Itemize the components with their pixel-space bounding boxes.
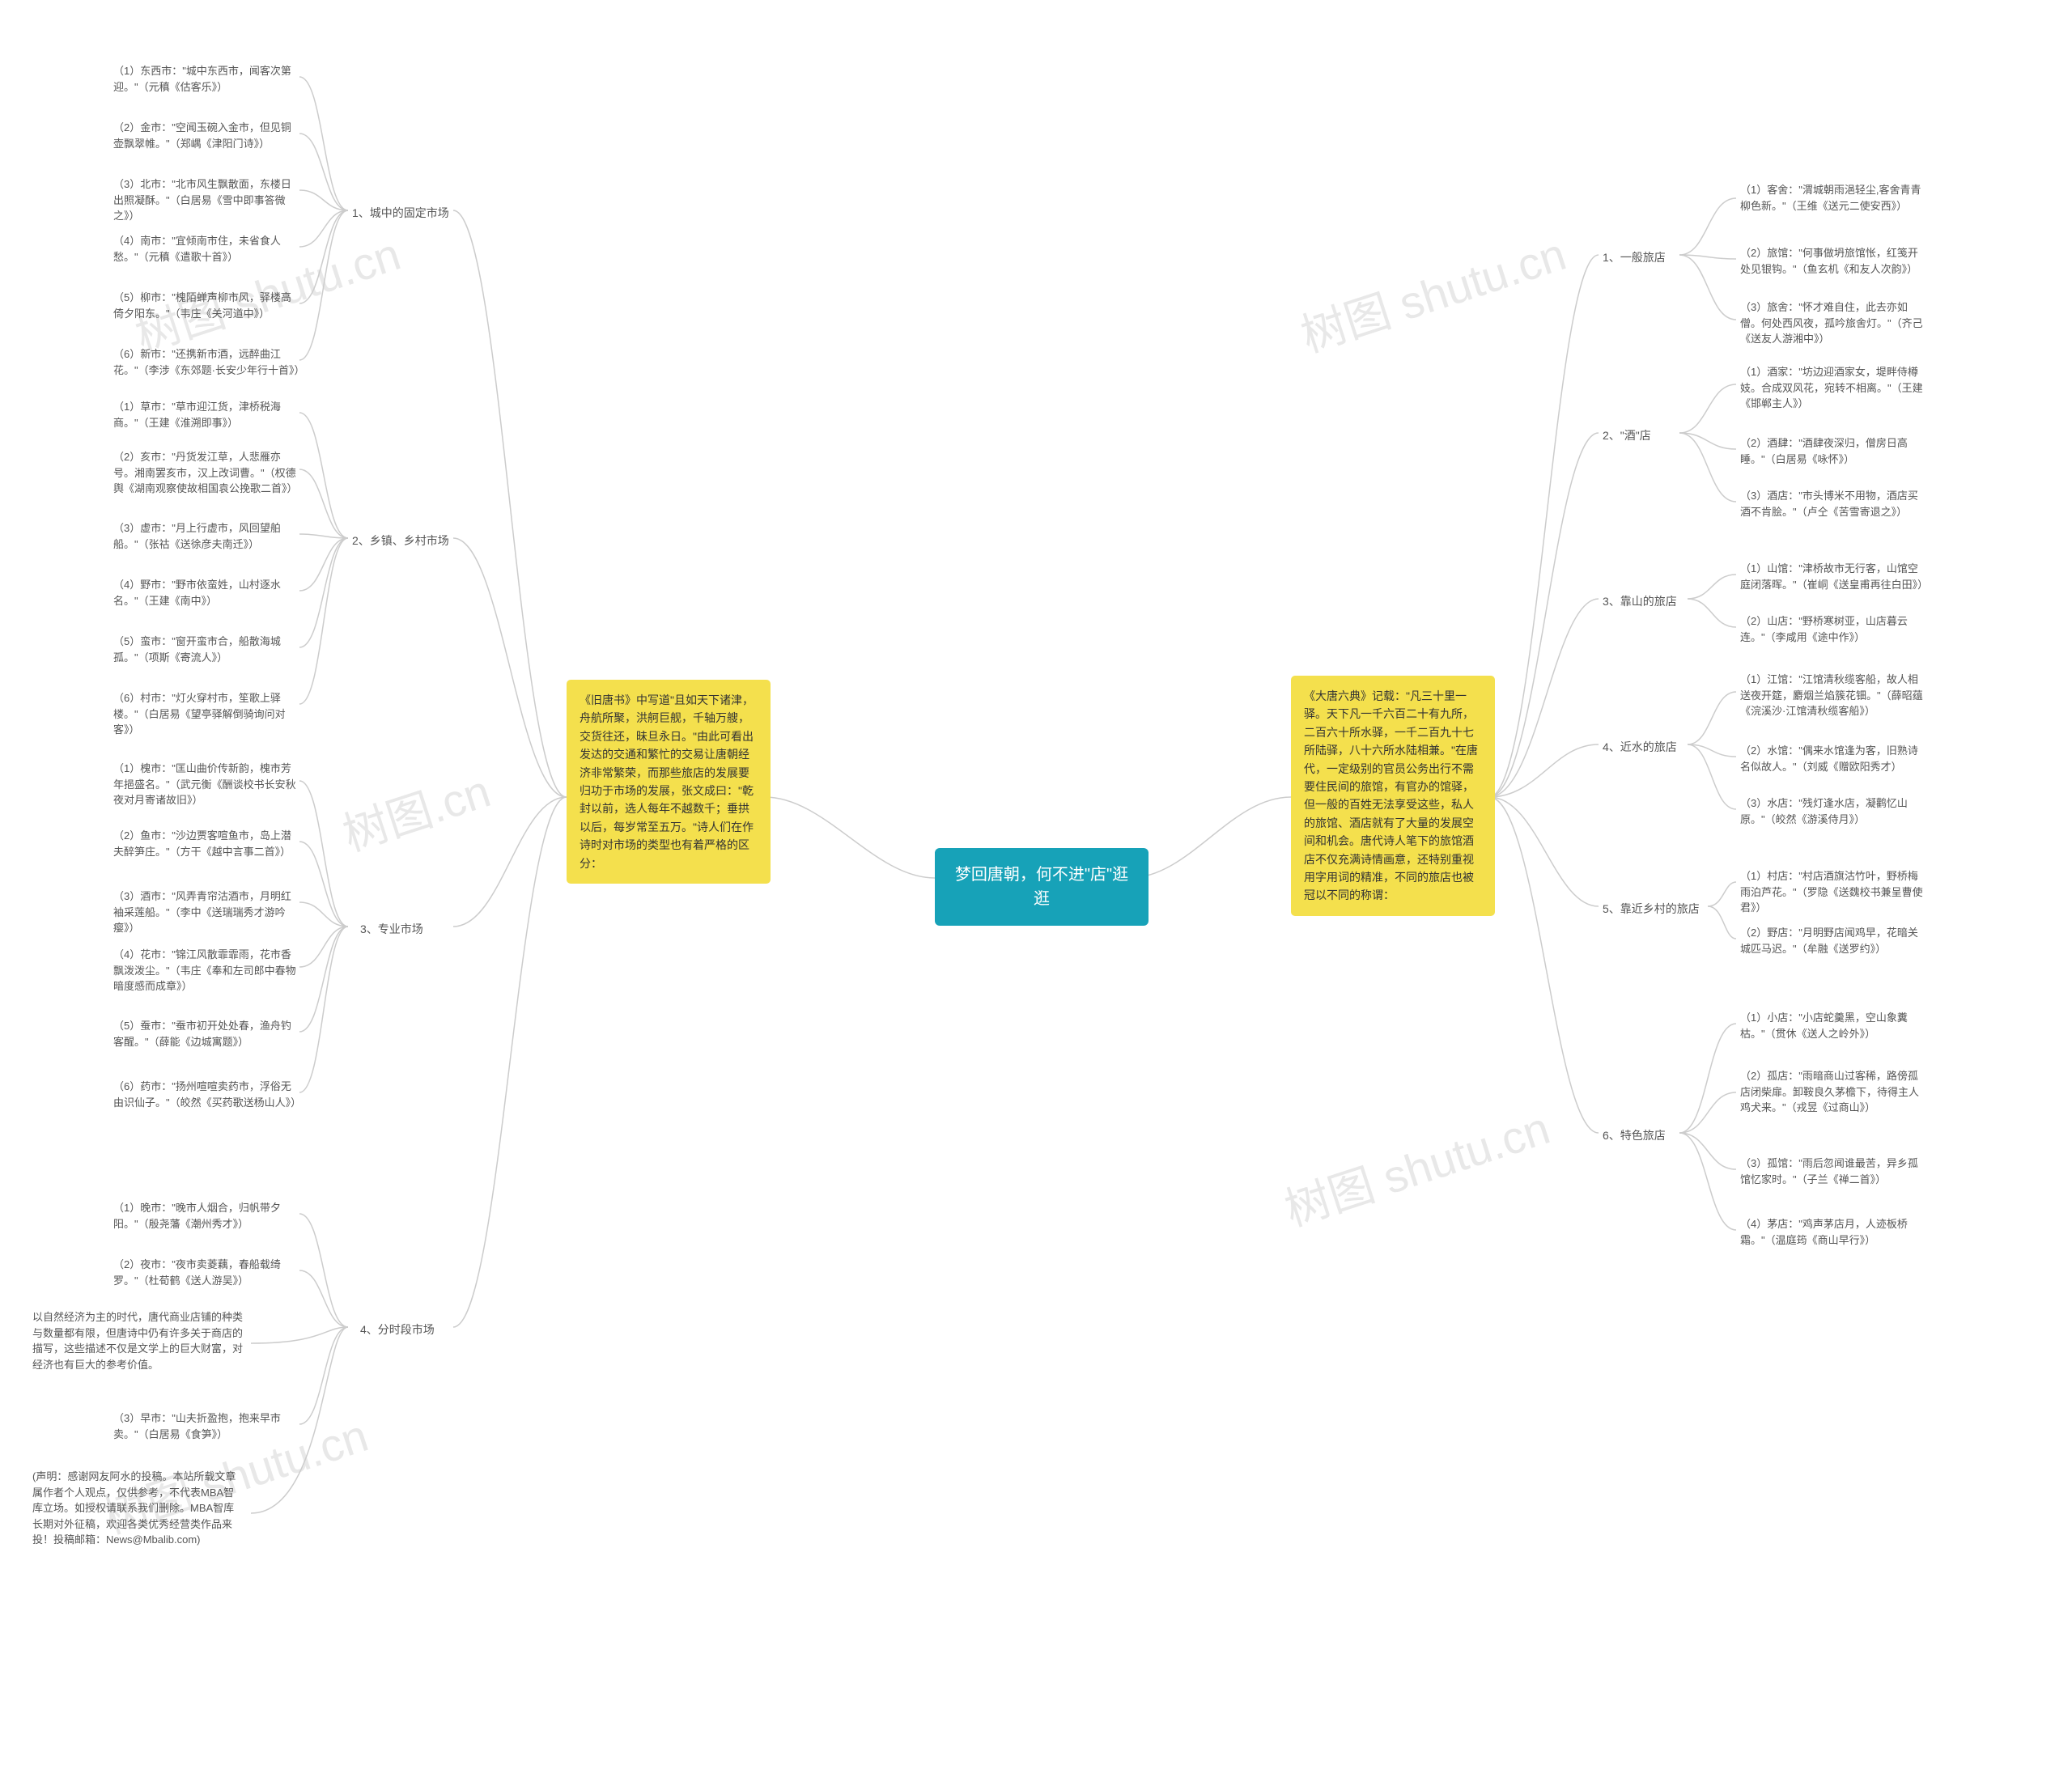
leaf-node: （2）金市："空闻玉碗入金市，但见铜壶飘翠帷。"（郑嵎《津阳门诗》） <box>113 120 299 151</box>
leaf-node: （3）孤馆："雨后忽闻谁最苦，异乡孤馆忆家时。"（子兰《禅二首》） <box>1740 1156 1926 1187</box>
leaf-node: （4）野市："野市依蛮姓，山村逐水名。"（王建《南中》） <box>113 577 299 609</box>
leaf-node: （3）酒店："市头博米不用物，酒店买酒不肯脍。"（卢仝《苦雪寄退之》） <box>1740 488 1926 520</box>
left-group-label[interactable]: 3、专业市场 <box>360 921 423 937</box>
right-group-label[interactable]: 3、靠山的旅店 <box>1603 593 1677 609</box>
leaf-node: （1）小店："小店蛇羹黑，空山象糞枯。"（贯休《送人之岭外》） <box>1740 1010 1926 1041</box>
leaf-node: （4）南市："宜倾南市住，未省食人愁。"（元稹《遣歌十首》） <box>113 233 299 265</box>
leaf-node: （2）夜市："夜市卖菱藕，春船载绮罗。"（杜荀鹤《送人游吴》） <box>113 1257 299 1288</box>
left-group-label[interactable]: 1、城中的固定市场 <box>352 205 449 221</box>
leaf-node: （1）客舍："渭城朝雨浥轻尘,客舍青青柳色新。"（王维《送元二使安西》） <box>1740 182 1926 214</box>
leaf-node: （6）村市："灯火穿村市，笙歌上驿楼。"（白居易《望亭驿解倒骑询问对客》） <box>113 690 299 738</box>
right-group-label[interactable]: 4、近水的旅店 <box>1603 739 1677 755</box>
leaf-node: （1）村店："村店酒旗沽竹叶，野桥梅雨泊芦花。"（罗隐《送魏校书兼呈曹使君》） <box>1740 868 1926 916</box>
leaf-node: （3）水店："残灯逢水店，凝鹳忆山原。"（皎然《游溪侍月》） <box>1740 795 1926 827</box>
left-group-label[interactable]: 2、乡镇、乡村市场 <box>352 532 449 549</box>
right-group-label[interactable]: 6、特色旅店 <box>1603 1127 1666 1143</box>
leaf-node: （3）旅舍："怀才难自住，此去亦如僧。何处西风夜，孤吟旅舍灯。"（齐己《送友人游… <box>1740 299 1926 347</box>
left-main-node[interactable]: 《旧唐书》中写道"且如天下诸津，舟航所聚，洪舸巨舰，千轴万艘，交货往还，昧旦永日… <box>567 680 771 884</box>
watermark: 树图 shutu.cn <box>1292 218 1573 366</box>
right-group-label[interactable]: 1、一般旅店 <box>1603 249 1666 265</box>
leaf-node: （1）山馆："津桥故市无行客，山馆空庭闭落晖。"（崔峒《送皇甫再往白田》） <box>1740 561 1926 592</box>
leaf-node: （2）旅馆："何事做坍旅馆怅，红笺开处见银钩。"（鱼玄机《和友人次韵》） <box>1740 245 1926 277</box>
leaf-node: （1）东西市："城中东西市，闻客次第迎。"（元稹《估客乐》） <box>113 63 299 95</box>
right-group-label[interactable]: 5、靠近乡村的旅店 <box>1603 901 1700 917</box>
leaf-node: （1）草市："草市迎江货，津桥税海商。"（王建《淮溯即事》） <box>113 399 299 430</box>
root-node[interactable]: 梦回唐朝，何不进"店"逛逛 <box>935 848 1149 926</box>
footer-note: 以自然经济为主的时代，唐代商业店铺的种类与数量都有限，但唐诗中仍有许多关于商店的… <box>32 1309 243 1372</box>
watermark: 树图.cn <box>333 755 498 864</box>
leaf-node: （2）孤店："雨暗商山过客稀，路傍孤店闭柴扉。卸鞍良久茅檐下，待得主人鸡犬来。"… <box>1740 1068 1926 1116</box>
leaf-node: （2）野店："月明野店闻鸡早，花暗关城匹马迟。"（牟融《送罗约》） <box>1740 925 1926 956</box>
right-group-label[interactable]: 2、"酒"店 <box>1603 427 1651 443</box>
left-group-label[interactable]: 4、分时段市场 <box>360 1321 435 1338</box>
leaf-node: （3）北市："北市风生飘散面，东楼日出照凝酥。"（白居易《雪中即事答微之》） <box>113 176 299 224</box>
leaf-node: （1）酒家："坊边迎酒家女，堤畔侍樽妓。合成双风花，宛转不相离。"（王建《邯郸主… <box>1740 364 1926 412</box>
leaf-node: （1）晚市："晚市人烟合，归帆带夕阳。"（殷尧藩《潮州秀才》） <box>113 1200 299 1232</box>
leaf-node: （5）蚕市："蚕市初开处处春，渔舟钓客醒。"（薛能《边城寓题》） <box>113 1018 299 1050</box>
leaf-node: （4）茅店："鸡声茅店月，人迹板桥霜。"（温庭筠《商山早行》） <box>1740 1216 1926 1248</box>
leaf-node: （6）药市："扬州喧喧卖药市，浮俗无由识仙子。"（皎然《买药歌送杨山人》） <box>113 1079 299 1110</box>
leaf-node: （2）水馆："偶来水馆逢为客，旧熟诗名似故人。"（刘威《赠欧阳秀才） <box>1740 743 1926 774</box>
footer-disclaimer: (声明：感谢网友阿水的投稿。本站所载文章属作者个人观点，仅供参考，不代表MBA智… <box>32 1469 243 1548</box>
leaf-node: （5）柳市："槐陌蝉声柳市风，驿楼高倚夕阳东。"（韦庄《关河道中》） <box>113 290 299 321</box>
leaf-node: （5）蛮市："窗开蛮市合，船散海城孤。"（项斯《寄流人》） <box>113 634 299 665</box>
leaf-node: （2）鱼市："沙边贾客喧鱼市，岛上潜夫醉笋庄。"（方干《越中言事二首》） <box>113 828 299 859</box>
right-main-node[interactable]: 《大唐六典》记载："凡三十里一驿。天下凡一千六百二十有九所，二百六十所水驿，一千… <box>1291 676 1495 916</box>
leaf-node: （3）酒市："风弄青帘沽酒市，月明红袖采莲船。"（李中《送瑞瑞秀才游吟瘿》） <box>113 888 299 936</box>
leaf-node: （2）酒肆："酒肆夜深归，僧房日高睡。"（白居易《咏怀》） <box>1740 435 1926 467</box>
leaf-node: （2）山店："野桥寒树亚，山店暮云连。"（李咸用《途中作》） <box>1740 613 1926 645</box>
leaf-node: （1）槐市："匡山曲价传新韵，槐市芳年挹盛名。"（武元衡《酬谈校书长安秋夜对月寄… <box>113 761 299 808</box>
leaf-node: （3）虚市："月上行虚市，风回望舶船。"（张祜《送徐彦夫南迁》） <box>113 520 299 552</box>
leaf-node: （4）花市："锦江风散霏霏雨，花市香飘泼泼尘。"（韦庄《奉和左司郎中春物暗度感而… <box>113 947 299 995</box>
leaf-node: （3）早市："山夫折盈抱，抱来早市卖。"（白居易《食笋》） <box>113 1410 299 1442</box>
watermark: 树图 shutu.cn <box>1276 1092 1557 1240</box>
leaf-node: （1）江馆："江馆清秋缆客船，故人相送夜开筵，麝烟兰焰簇花钿。"（薛昭蕴《浣溪沙… <box>1740 672 1926 719</box>
leaf-node: （2）亥市："丹货发江草，人悲雁亦号。湘南罢亥市，汉上改词曹。"（权德舆《湖南观… <box>113 449 299 497</box>
leaf-node: （6）新市："还携新市酒，远醉曲江花。"（李涉《东郊题·长安少年行十首》） <box>113 346 299 378</box>
